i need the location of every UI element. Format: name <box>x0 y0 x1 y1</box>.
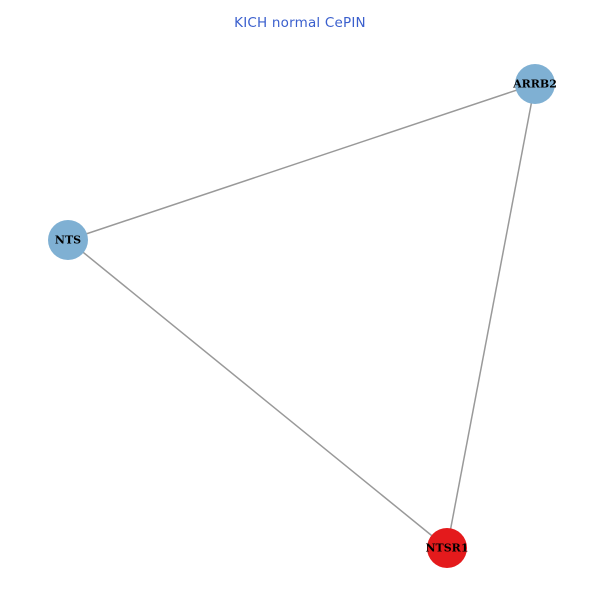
node-circle-NTSR1[interactable] <box>427 528 467 568</box>
network-edge-ARRB2-NTSR1 <box>446 83 536 549</box>
node-label-NTS: NTS <box>55 234 81 247</box>
node-circle-NTS[interactable] <box>48 220 88 260</box>
edge-layer <box>67 83 536 549</box>
page-title: KICH normal CePIN <box>234 15 366 31</box>
network-node-NTSR1[interactable]: NTSR1 <box>426 528 469 568</box>
node-label-NTSR1: NTSR1 <box>426 542 469 555</box>
network-node-NTS[interactable]: NTS <box>48 220 88 260</box>
node-label-ARRB2: ARRB2 <box>512 78 557 91</box>
network-node-ARRB2[interactable]: ARRB2 <box>512 64 557 104</box>
network-edge-NTS-NTSR1 <box>67 239 448 549</box>
node-circle-ARRB2[interactable] <box>515 64 555 104</box>
node-layer: NTS ARRB2 NTSR1 <box>48 64 557 568</box>
network-edge-NTS-ARRB2 <box>67 83 536 241</box>
